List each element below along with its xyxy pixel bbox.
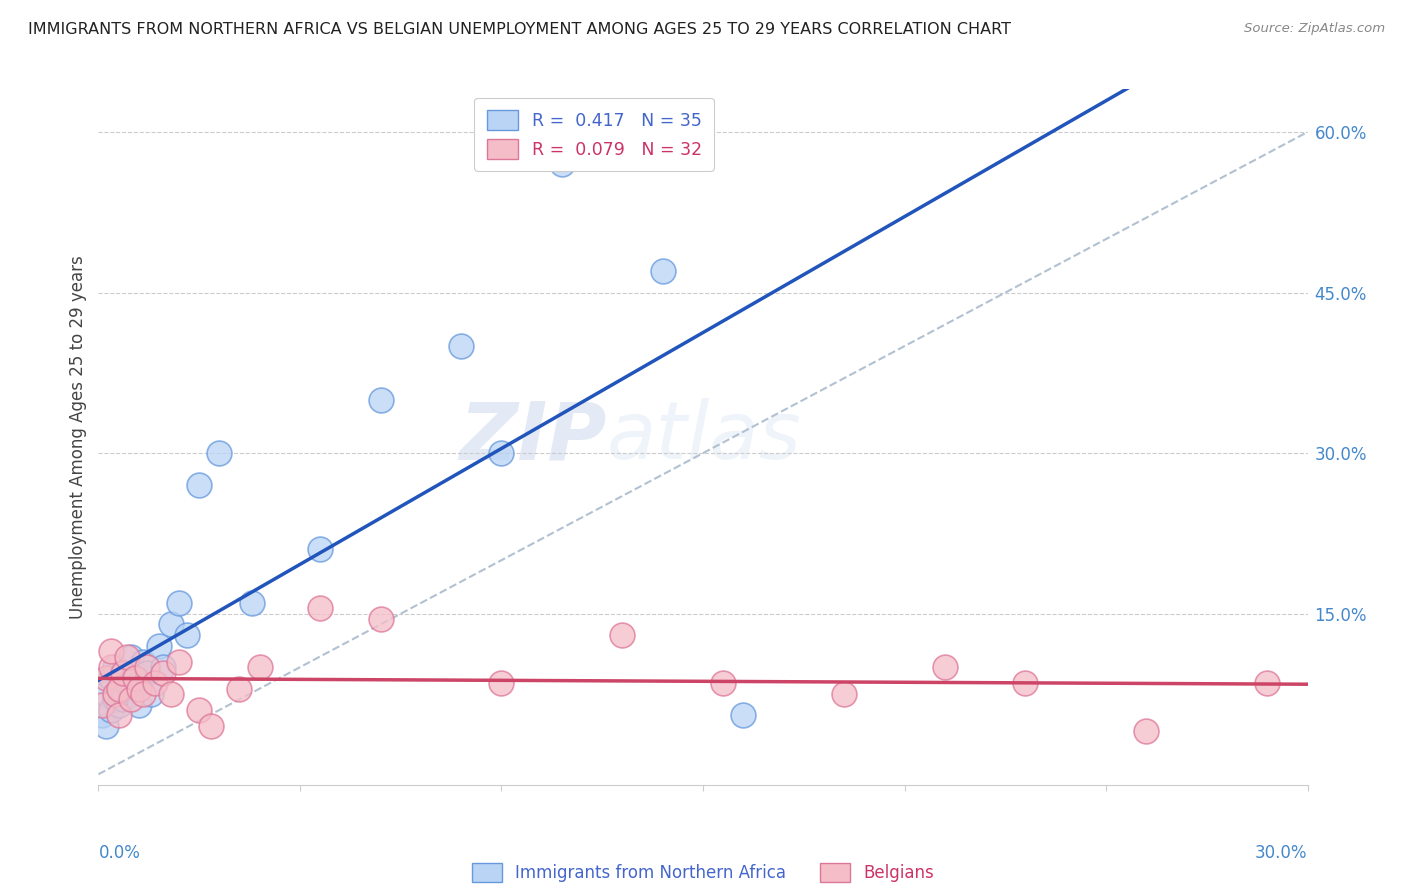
Point: [160, 687, 183, 701]
Point: [96, 687, 118, 701]
Point: [309, 601, 332, 615]
Point: [711, 676, 734, 690]
Point: [152, 660, 174, 674]
Point: [733, 708, 755, 723]
Point: [160, 617, 183, 632]
Point: [167, 655, 190, 669]
Point: [1256, 676, 1278, 690]
Point: [208, 446, 231, 460]
Point: [100, 671, 122, 685]
Point: [96, 719, 118, 733]
Point: [100, 644, 122, 658]
Point: [167, 596, 190, 610]
Point: [120, 687, 142, 701]
Point: [107, 681, 129, 696]
Point: [551, 157, 574, 171]
Point: [107, 708, 129, 723]
Point: [188, 478, 211, 492]
Point: [228, 681, 250, 696]
Text: 0.0%: 0.0%: [98, 844, 141, 862]
Point: [135, 660, 157, 674]
Point: [128, 698, 150, 712]
Text: 30.0%: 30.0%: [1256, 844, 1308, 862]
Point: [128, 681, 150, 696]
Text: Source: ZipAtlas.com: Source: ZipAtlas.com: [1244, 22, 1385, 36]
Point: [934, 660, 956, 674]
Point: [107, 698, 129, 712]
Point: [132, 687, 155, 701]
Point: [370, 612, 392, 626]
Point: [128, 676, 150, 690]
Point: [115, 649, 138, 664]
Point: [143, 676, 166, 690]
Point: [103, 660, 125, 674]
Point: [111, 665, 134, 680]
Point: [188, 703, 211, 717]
Point: [148, 639, 170, 653]
Point: [370, 392, 392, 407]
Point: [176, 628, 198, 642]
Point: [132, 655, 155, 669]
Text: IMMIGRANTS FROM NORTHERN AFRICA VS BELGIAN UNEMPLOYMENT AMONG AGES 25 TO 29 YEAR: IMMIGRANTS FROM NORTHERN AFRICA VS BELGI…: [28, 22, 1011, 37]
Point: [100, 703, 122, 717]
Text: atlas: atlas: [606, 398, 801, 476]
Point: [1014, 676, 1036, 690]
Point: [91, 698, 114, 712]
Point: [139, 687, 162, 701]
Point: [152, 665, 174, 680]
Point: [832, 687, 855, 701]
Point: [309, 542, 332, 557]
Point: [103, 687, 125, 701]
Point: [249, 660, 271, 674]
Point: [135, 665, 157, 680]
Point: [612, 628, 634, 642]
Point: [111, 692, 134, 706]
Point: [100, 660, 122, 674]
Point: [651, 264, 673, 278]
Text: ZIP: ZIP: [458, 398, 606, 476]
Point: [491, 446, 513, 460]
Point: [111, 665, 134, 680]
Point: [124, 671, 146, 685]
Point: [200, 719, 222, 733]
Point: [115, 676, 138, 690]
Point: [1135, 724, 1157, 739]
Point: [124, 665, 146, 680]
Point: [120, 692, 142, 706]
Legend: Immigrants from Northern Africa, Belgians: Immigrants from Northern Africa, Belgian…: [465, 856, 941, 888]
Point: [240, 596, 263, 610]
Point: [103, 692, 125, 706]
Point: [107, 681, 129, 696]
Point: [91, 708, 114, 723]
Y-axis label: Unemployment Among Ages 25 to 29 years: Unemployment Among Ages 25 to 29 years: [69, 255, 87, 619]
Point: [120, 649, 142, 664]
Point: [491, 676, 513, 690]
Point: [450, 339, 472, 353]
Point: [96, 671, 118, 685]
